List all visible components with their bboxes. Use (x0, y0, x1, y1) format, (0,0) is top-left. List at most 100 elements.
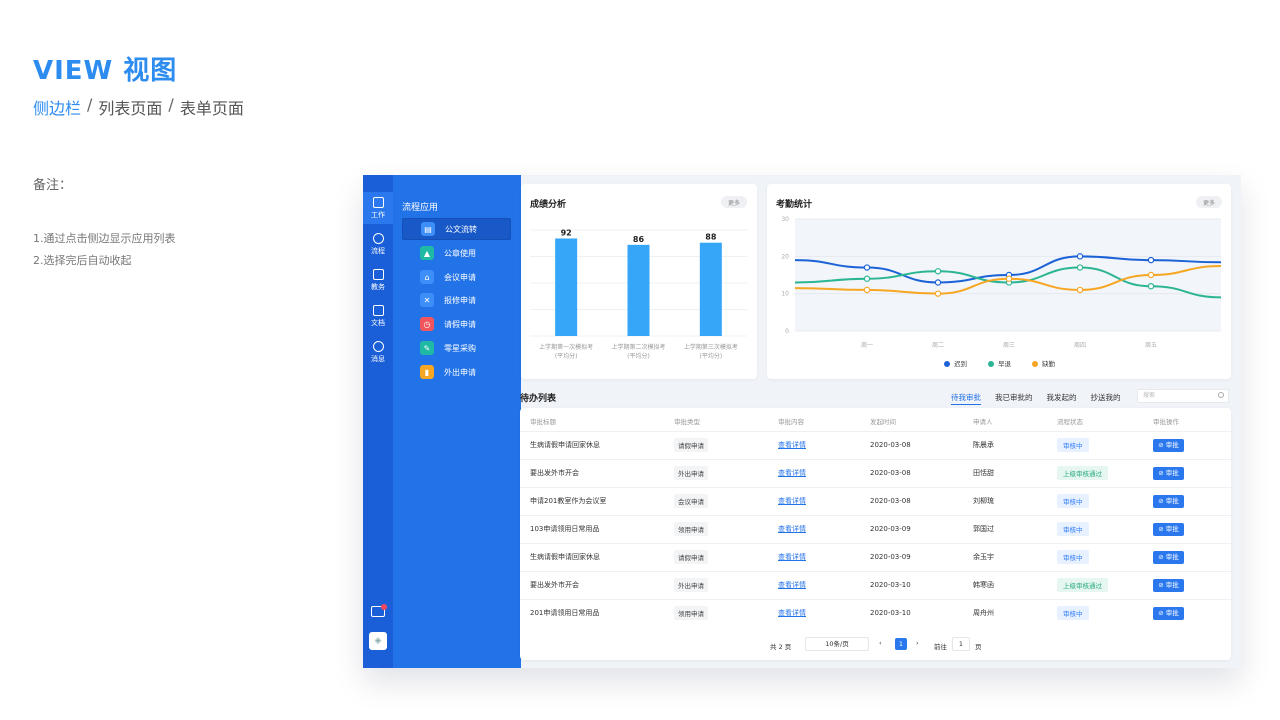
x-tick-label: 周五 (1145, 342, 1157, 349)
todo-title: 待办列表 (520, 394, 557, 404)
breadcrumb-separator: / (168, 95, 174, 114)
x-tick-label: 周二 (932, 342, 944, 349)
bar (699, 242, 722, 336)
cell-type: 领用申请 (664, 514, 768, 543)
view-details-link[interactable]: 查看详情 (778, 497, 806, 505)
breadcrumb-separator: / (87, 95, 93, 114)
tab-initiated[interactable]: 我发起的 (1046, 393, 1077, 402)
column-header: 流程状态 (1057, 417, 1083, 426)
x-tick-label: 周一 (861, 342, 873, 349)
tick-label: (平均分) (555, 352, 578, 360)
approve-button[interactable]: ⊘ 审批 (1153, 578, 1184, 592)
document-icon (372, 304, 384, 316)
app-mockup: 工作 流程 教务 文档 消息 ◈ 流程应用 ▤ 公文流转 ▲ 公章使用 (363, 175, 1241, 668)
cell-title: 申请201教室作为会议室 (520, 486, 664, 515)
view-details-link[interactable]: 查看详情 (778, 609, 806, 618)
approve-button[interactable]: ⊘ 审批 (1153, 494, 1184, 508)
view-details-link[interactable]: 查看详情 (778, 553, 806, 561)
cell-status: 上级审核通过 (1047, 570, 1143, 599)
view-details-link[interactable]: 查看详情 (778, 525, 806, 533)
search-icon (1218, 392, 1224, 398)
sidebar-item-document-flow[interactable]: ▤ 公文流转 (402, 218, 511, 240)
approve-button[interactable]: ⊘ 审批 (1153, 550, 1184, 564)
cell-date: 2020-03-10 (860, 598, 963, 627)
chevron-right-icon[interactable]: › (916, 639, 919, 647)
column-header: 审批标题 (530, 417, 556, 426)
approve-button[interactable]: ⊘ 审批 (1153, 522, 1184, 536)
tick-label: 上学期第三次模拟考 (684, 343, 738, 351)
rail-label: 教务 (371, 282, 385, 291)
search-input[interactable]: 搜索 (1137, 389, 1229, 403)
tab-cc[interactable]: 抄送我的 (1090, 393, 1121, 402)
legend-label: 早退 (998, 359, 1012, 368)
view-details-link[interactable]: 查看详情 (778, 441, 806, 449)
cell-title: 要出发外市开会 (520, 458, 664, 487)
bar (627, 244, 650, 336)
data-label: 86 (633, 235, 645, 244)
cell-date: 2020-03-08 (860, 486, 963, 515)
rail-item-academic[interactable]: 教务 (363, 264, 393, 296)
breadcrumb-item-sidebar[interactable]: 侧边栏 (33, 99, 82, 118)
data-point (863, 286, 871, 294)
book-icon (372, 268, 384, 280)
score-card-title: 成绩分析 (530, 200, 567, 210)
notes-title: 备注： (33, 178, 73, 193)
sidebar-item-repair[interactable]: ✕ 报修申请 (402, 289, 511, 311)
attendance-more-button[interactable]: 更多 (1196, 196, 1222, 208)
chat-icon[interactable] (371, 606, 385, 617)
score-more-button[interactable]: 更多 (721, 196, 747, 208)
view-details-link[interactable]: 查看详情 (778, 469, 806, 477)
type-tag: 请假申请 (674, 550, 708, 564)
approve-button[interactable]: ⊘ 审批 (1153, 466, 1184, 480)
column-header: 发起时间 (870, 417, 896, 426)
page-number-current[interactable]: 1 (895, 638, 907, 650)
rail-item-messages[interactable]: 消息 (363, 336, 393, 368)
rail-item-work[interactable]: 工作 (363, 192, 393, 224)
page-jump-input[interactable]: 1 (952, 637, 970, 651)
data-point (1076, 253, 1084, 260)
page-title: VIEW 视图 (33, 56, 178, 86)
sidebar-item-label: 外出申请 (444, 367, 476, 377)
approve-label: 审批 (1165, 580, 1179, 589)
breadcrumb-item-list[interactable]: 列表页面 (98, 99, 163, 118)
x-tick-label: 周四 (1074, 342, 1086, 349)
cell-action: ⊘ 审批 (1143, 458, 1231, 487)
attendance-card: 考勤统计 更多 0 10 20 30 周一 周二 周三 周四 周五 迟到 早退 缺勤 (767, 184, 1231, 379)
rail-item-flow[interactable]: 流程 (363, 228, 393, 260)
cell-status: 审核中 (1047, 514, 1143, 543)
purchase-icon: ✎ (420, 341, 434, 355)
data-point (1076, 286, 1084, 294)
table-row: 201申请领用日常用品 领用申请 查看详情 2020-03-10 周舟州 审核中 ⊘ 审批 (520, 598, 1231, 627)
approve-label: 审批 (1165, 608, 1179, 617)
briefcase-icon (372, 196, 384, 208)
avatar[interactable]: ◈ (369, 632, 387, 650)
cell-status: 审核中 (1047, 598, 1143, 627)
breadcrumb-item-form[interactable]: 表单页面 (179, 99, 244, 118)
chevron-left-icon[interactable]: ‹ (879, 639, 882, 647)
sidebar-item-meeting[interactable]: ⌂ 会议申请 (402, 266, 511, 288)
pager-page-label: 页 (975, 643, 982, 651)
sidebar-item-leave[interactable]: ◷ 请假申请 (402, 313, 511, 335)
cell-applicant: 周舟州 (963, 598, 1047, 627)
sidebar-item-purchase[interactable]: ✎ 零星采购 (402, 337, 511, 359)
view-details-link[interactable]: 查看详情 (778, 581, 806, 589)
type-tag: 外出申请 (674, 578, 708, 592)
table-row: 申请201教室作为会议室 会议申请 查看详情 2020-03-08 刘柳琉 审核中 ⊘ 审批 (520, 486, 1231, 515)
tick-label: (平均分) (699, 352, 722, 360)
approve-button[interactable]: ⊘ 审批 (1153, 438, 1184, 452)
table-row: 要出发外市开会 外出申请 查看详情 2020-03-08 田恬甜 上级审核通过 ⊘ 审批 (520, 458, 1231, 487)
approve-button[interactable]: ⊘ 审批 (1153, 606, 1184, 620)
data-point (863, 275, 871, 282)
cell-content: 查看详情 (768, 486, 860, 515)
rail-item-docs[interactable]: 文档 (363, 300, 393, 332)
page-size-select[interactable]: 10条/页 (805, 637, 869, 651)
tab-pending-mine[interactable]: 待我审批 (951, 392, 981, 405)
sidebar-item-seal[interactable]: ▲ 公章使用 (402, 242, 511, 264)
tab-approved[interactable]: 我已审批的 (995, 393, 1033, 402)
cell-applicant: 韩寒函 (963, 570, 1047, 599)
notification-badge (381, 604, 387, 610)
todo-tabs: 待我审批 我已审批的 我发起的 抄送我的 (951, 392, 1121, 405)
data-point (1147, 271, 1155, 279)
sidebar-item-outing[interactable]: ▮ 外出申请 (402, 361, 511, 383)
